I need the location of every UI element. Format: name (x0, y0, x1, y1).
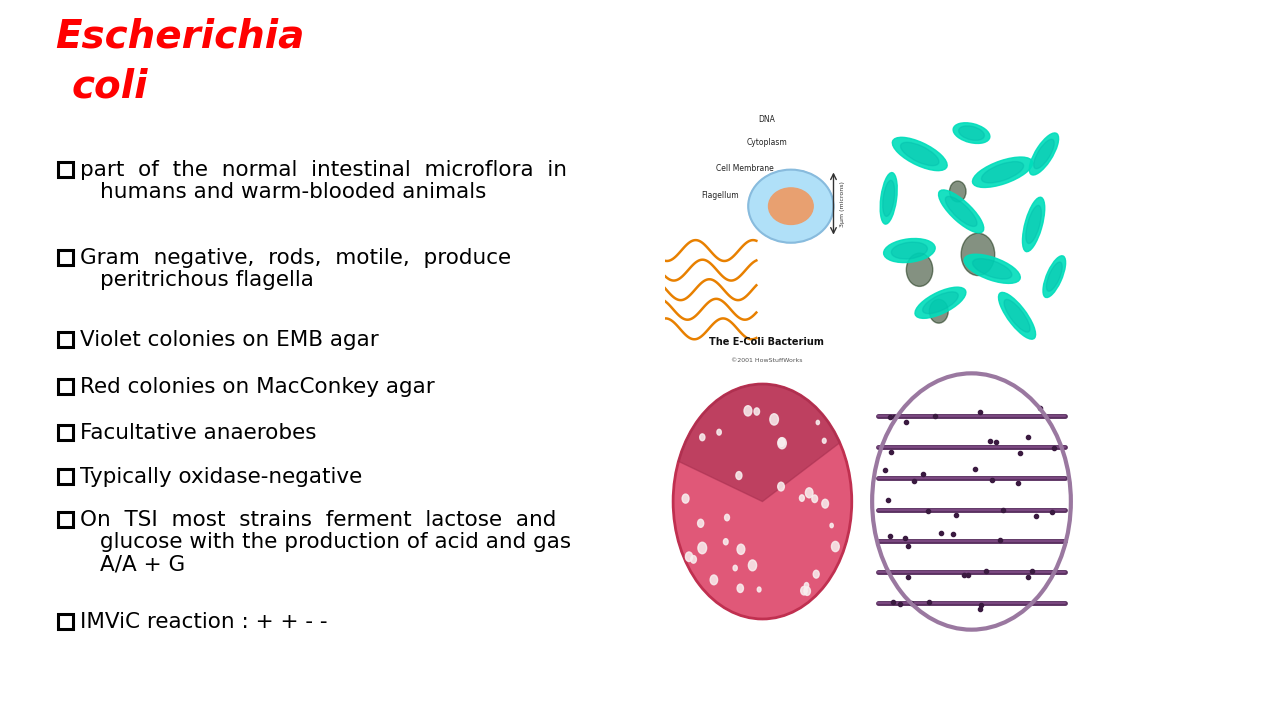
Ellipse shape (1025, 205, 1042, 243)
Text: Red colonies on MacConkey agar: Red colonies on MacConkey agar (79, 377, 435, 397)
Circle shape (717, 429, 722, 435)
Text: ©2001 HowStuffWorks: ©2001 HowStuffWorks (731, 358, 803, 363)
Text: The E-Coli Bacterium: The E-Coli Bacterium (709, 337, 824, 347)
Ellipse shape (1034, 139, 1055, 168)
Circle shape (822, 438, 826, 444)
Ellipse shape (915, 287, 966, 318)
Circle shape (733, 565, 737, 571)
Ellipse shape (938, 190, 984, 233)
Ellipse shape (1023, 197, 1044, 252)
Circle shape (778, 438, 785, 446)
Text: IMViC reaction : + + - -: IMViC reaction : + + - - (79, 612, 328, 632)
Circle shape (832, 541, 840, 552)
Ellipse shape (1029, 133, 1059, 175)
Ellipse shape (749, 170, 833, 243)
Circle shape (769, 414, 778, 425)
Circle shape (698, 542, 707, 554)
Ellipse shape (891, 242, 928, 259)
Circle shape (822, 499, 828, 508)
Text: humans and warm-blooded animals: humans and warm-blooded animals (100, 182, 486, 202)
Circle shape (749, 560, 756, 571)
Circle shape (724, 514, 730, 521)
Wedge shape (678, 384, 840, 502)
Circle shape (737, 584, 744, 593)
Ellipse shape (964, 254, 1020, 284)
Text: DNA: DNA (758, 114, 774, 124)
Text: 3μm (microns): 3μm (microns) (840, 181, 845, 227)
Ellipse shape (768, 188, 813, 225)
Text: Cytoplasm: Cytoplasm (746, 138, 787, 148)
Bar (58, 614, 73, 629)
Text: A/A + G: A/A + G (100, 554, 186, 574)
Text: Gram  negative,  rods,  motile,  produce: Gram negative, rods, motile, produce (79, 248, 511, 268)
Text: Typically oxidase-negative: Typically oxidase-negative (79, 467, 362, 487)
Circle shape (737, 544, 745, 554)
Circle shape (673, 384, 851, 619)
Ellipse shape (923, 292, 959, 314)
Circle shape (829, 523, 833, 528)
Circle shape (801, 586, 808, 595)
Ellipse shape (973, 157, 1033, 187)
Text: Facultative anaerobes: Facultative anaerobes (79, 423, 316, 443)
Circle shape (700, 434, 705, 441)
Circle shape (950, 181, 966, 202)
Ellipse shape (883, 238, 936, 263)
Bar (58, 379, 73, 394)
Bar (58, 469, 73, 484)
Circle shape (929, 300, 948, 323)
Circle shape (961, 233, 995, 276)
Bar (58, 162, 73, 177)
Ellipse shape (973, 258, 1012, 279)
Circle shape (754, 408, 759, 415)
Text: part  of  the  normal  intestinal  microflora  in: part of the normal intestinal microflora… (79, 160, 567, 180)
Ellipse shape (959, 126, 984, 140)
Text: coli: coli (72, 68, 148, 106)
Circle shape (906, 253, 933, 287)
Circle shape (685, 552, 692, 562)
Text: glucose with the production of acid and gas: glucose with the production of acid and … (100, 532, 571, 552)
Circle shape (813, 570, 819, 578)
Circle shape (812, 495, 818, 503)
Circle shape (800, 495, 804, 501)
Circle shape (710, 575, 718, 585)
Ellipse shape (1043, 256, 1066, 297)
Text: Escherichia: Escherichia (55, 18, 305, 56)
Text: On  TSI  most  strains  ferment  lactose  and: On TSI most strains ferment lactose and (79, 510, 557, 530)
Ellipse shape (954, 122, 989, 143)
Bar (58, 250, 73, 265)
Circle shape (698, 519, 704, 527)
Bar (58, 332, 73, 347)
Ellipse shape (881, 173, 897, 224)
Circle shape (805, 487, 813, 498)
Ellipse shape (892, 138, 947, 171)
Circle shape (744, 405, 751, 416)
Text: Flagellum: Flagellum (701, 191, 739, 199)
Circle shape (758, 587, 762, 592)
Ellipse shape (946, 197, 977, 226)
Bar (58, 425, 73, 440)
Circle shape (691, 556, 696, 563)
Circle shape (817, 420, 819, 425)
Circle shape (723, 539, 728, 545)
Bar (58, 512, 73, 527)
Ellipse shape (883, 180, 895, 217)
Ellipse shape (1004, 300, 1030, 332)
Circle shape (778, 482, 785, 491)
Circle shape (682, 494, 689, 503)
Ellipse shape (982, 161, 1024, 183)
Circle shape (736, 472, 742, 480)
Circle shape (778, 438, 786, 449)
Text: peritrichous flagella: peritrichous flagella (100, 270, 314, 290)
Circle shape (804, 582, 809, 588)
Text: Violet colonies on EMB agar: Violet colonies on EMB agar (79, 330, 379, 350)
Text: Cell Membrane: Cell Membrane (716, 164, 773, 174)
Ellipse shape (901, 143, 940, 166)
Ellipse shape (1046, 262, 1062, 292)
Ellipse shape (998, 292, 1036, 339)
Circle shape (804, 587, 810, 595)
